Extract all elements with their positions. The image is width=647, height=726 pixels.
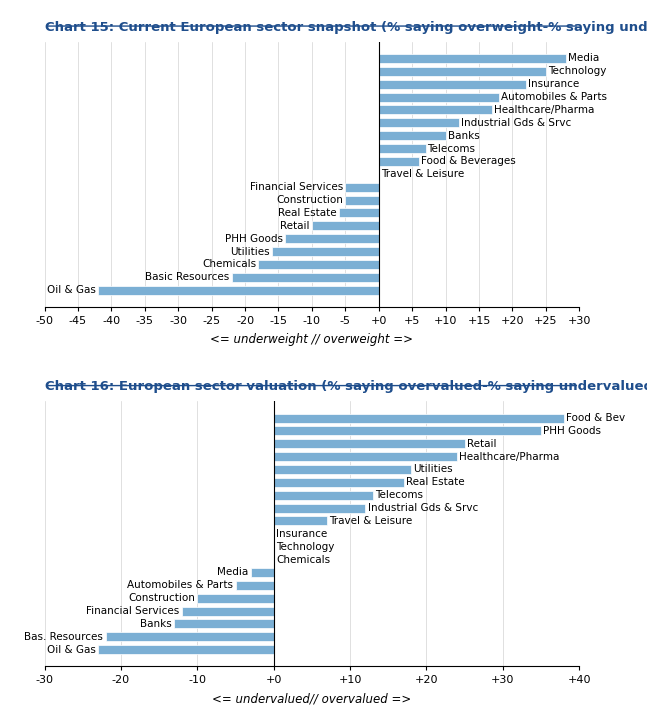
Text: Healthcare/Pharma: Healthcare/Pharma — [459, 452, 560, 462]
Bar — [274, 452, 457, 461]
Text: Chemicals: Chemicals — [276, 555, 330, 565]
X-axis label: <= underweight // overweight =>: <= underweight // overweight => — [210, 333, 413, 346]
Bar — [175, 619, 274, 629]
Text: Retail: Retail — [467, 439, 496, 449]
Bar — [98, 285, 378, 295]
Text: Construction: Construction — [128, 593, 195, 603]
Bar — [197, 594, 274, 603]
Text: Real Estate: Real Estate — [278, 208, 336, 218]
Text: Banks: Banks — [448, 131, 479, 141]
Text: Telecoms: Telecoms — [428, 144, 476, 154]
Bar — [274, 426, 541, 436]
Text: Bas. Resources: Bas. Resources — [25, 632, 104, 642]
Text: Media: Media — [217, 568, 248, 577]
Bar — [274, 465, 411, 474]
Text: Automobiles & Parts: Automobiles & Parts — [501, 92, 607, 102]
Text: Real Estate: Real Estate — [406, 478, 465, 487]
Text: Industrial Gds & Srvc: Industrial Gds & Srvc — [461, 118, 571, 128]
Text: Utilities: Utilities — [413, 465, 453, 475]
Text: Utilities: Utilities — [230, 247, 270, 256]
Text: Automobiles & Parts: Automobiles & Parts — [127, 580, 233, 590]
Bar — [378, 144, 426, 153]
Bar — [232, 273, 378, 282]
Bar — [378, 54, 566, 63]
Text: Healthcare/Pharma: Healthcare/Pharma — [494, 105, 595, 115]
Text: Technology: Technology — [548, 66, 606, 76]
Bar — [274, 414, 564, 423]
Bar — [274, 491, 373, 499]
Bar — [378, 93, 499, 102]
Text: Media: Media — [568, 54, 599, 63]
Text: Financial Services: Financial Services — [87, 606, 180, 616]
Bar — [98, 645, 274, 654]
Bar — [272, 247, 378, 256]
Text: Chemicals: Chemicals — [203, 259, 256, 269]
Text: Construction: Construction — [276, 195, 344, 205]
Bar — [312, 221, 378, 230]
Text: Oil & Gas: Oil & Gas — [47, 285, 96, 295]
Bar — [345, 195, 378, 205]
Text: Oil & Gas: Oil & Gas — [47, 645, 96, 655]
Text: Chart 15: Current European sector snapshot (% saying overweight-% saying underwe: Chart 15: Current European sector snapsh… — [45, 21, 647, 34]
Text: Food & Beverages: Food & Beverages — [421, 156, 516, 166]
Bar — [378, 67, 546, 76]
Text: Insurance: Insurance — [528, 79, 579, 89]
Bar — [105, 632, 274, 641]
Text: PHH Goods: PHH Goods — [543, 426, 601, 436]
Bar — [378, 131, 446, 140]
Text: Financial Services: Financial Services — [250, 182, 344, 192]
Bar — [378, 157, 419, 166]
Bar — [251, 568, 274, 577]
Text: Chart 16: European sector valuation (% saying overvalued-% saying undervalued): Chart 16: European sector valuation (% s… — [45, 380, 647, 393]
Text: Technology: Technology — [276, 542, 334, 552]
Text: Industrial Gds & Srvc: Industrial Gds & Srvc — [367, 503, 478, 513]
Bar — [274, 504, 366, 513]
Bar — [345, 183, 378, 192]
Text: Travel & Leisure: Travel & Leisure — [380, 169, 464, 179]
Bar — [285, 234, 378, 243]
Bar — [378, 80, 526, 89]
Text: Banks: Banks — [140, 619, 172, 629]
Text: Telecoms: Telecoms — [375, 490, 423, 500]
Bar — [274, 516, 327, 526]
Text: Retail: Retail — [280, 221, 310, 231]
Bar — [338, 208, 378, 217]
Bar — [182, 606, 274, 616]
Text: Food & Bev: Food & Bev — [566, 413, 626, 423]
Text: PHH Goods: PHH Goods — [225, 234, 283, 244]
X-axis label: <= undervalued// overvalued =>: <= undervalued// overvalued => — [212, 692, 411, 705]
Text: Basic Resources: Basic Resources — [146, 272, 230, 282]
Bar — [378, 105, 492, 115]
Text: Insurance: Insurance — [276, 529, 327, 539]
Text: Travel & Leisure: Travel & Leisure — [329, 516, 413, 526]
Bar — [378, 118, 459, 127]
Bar — [274, 478, 404, 487]
Bar — [274, 439, 465, 448]
Bar — [258, 260, 378, 269]
Bar — [236, 581, 274, 590]
